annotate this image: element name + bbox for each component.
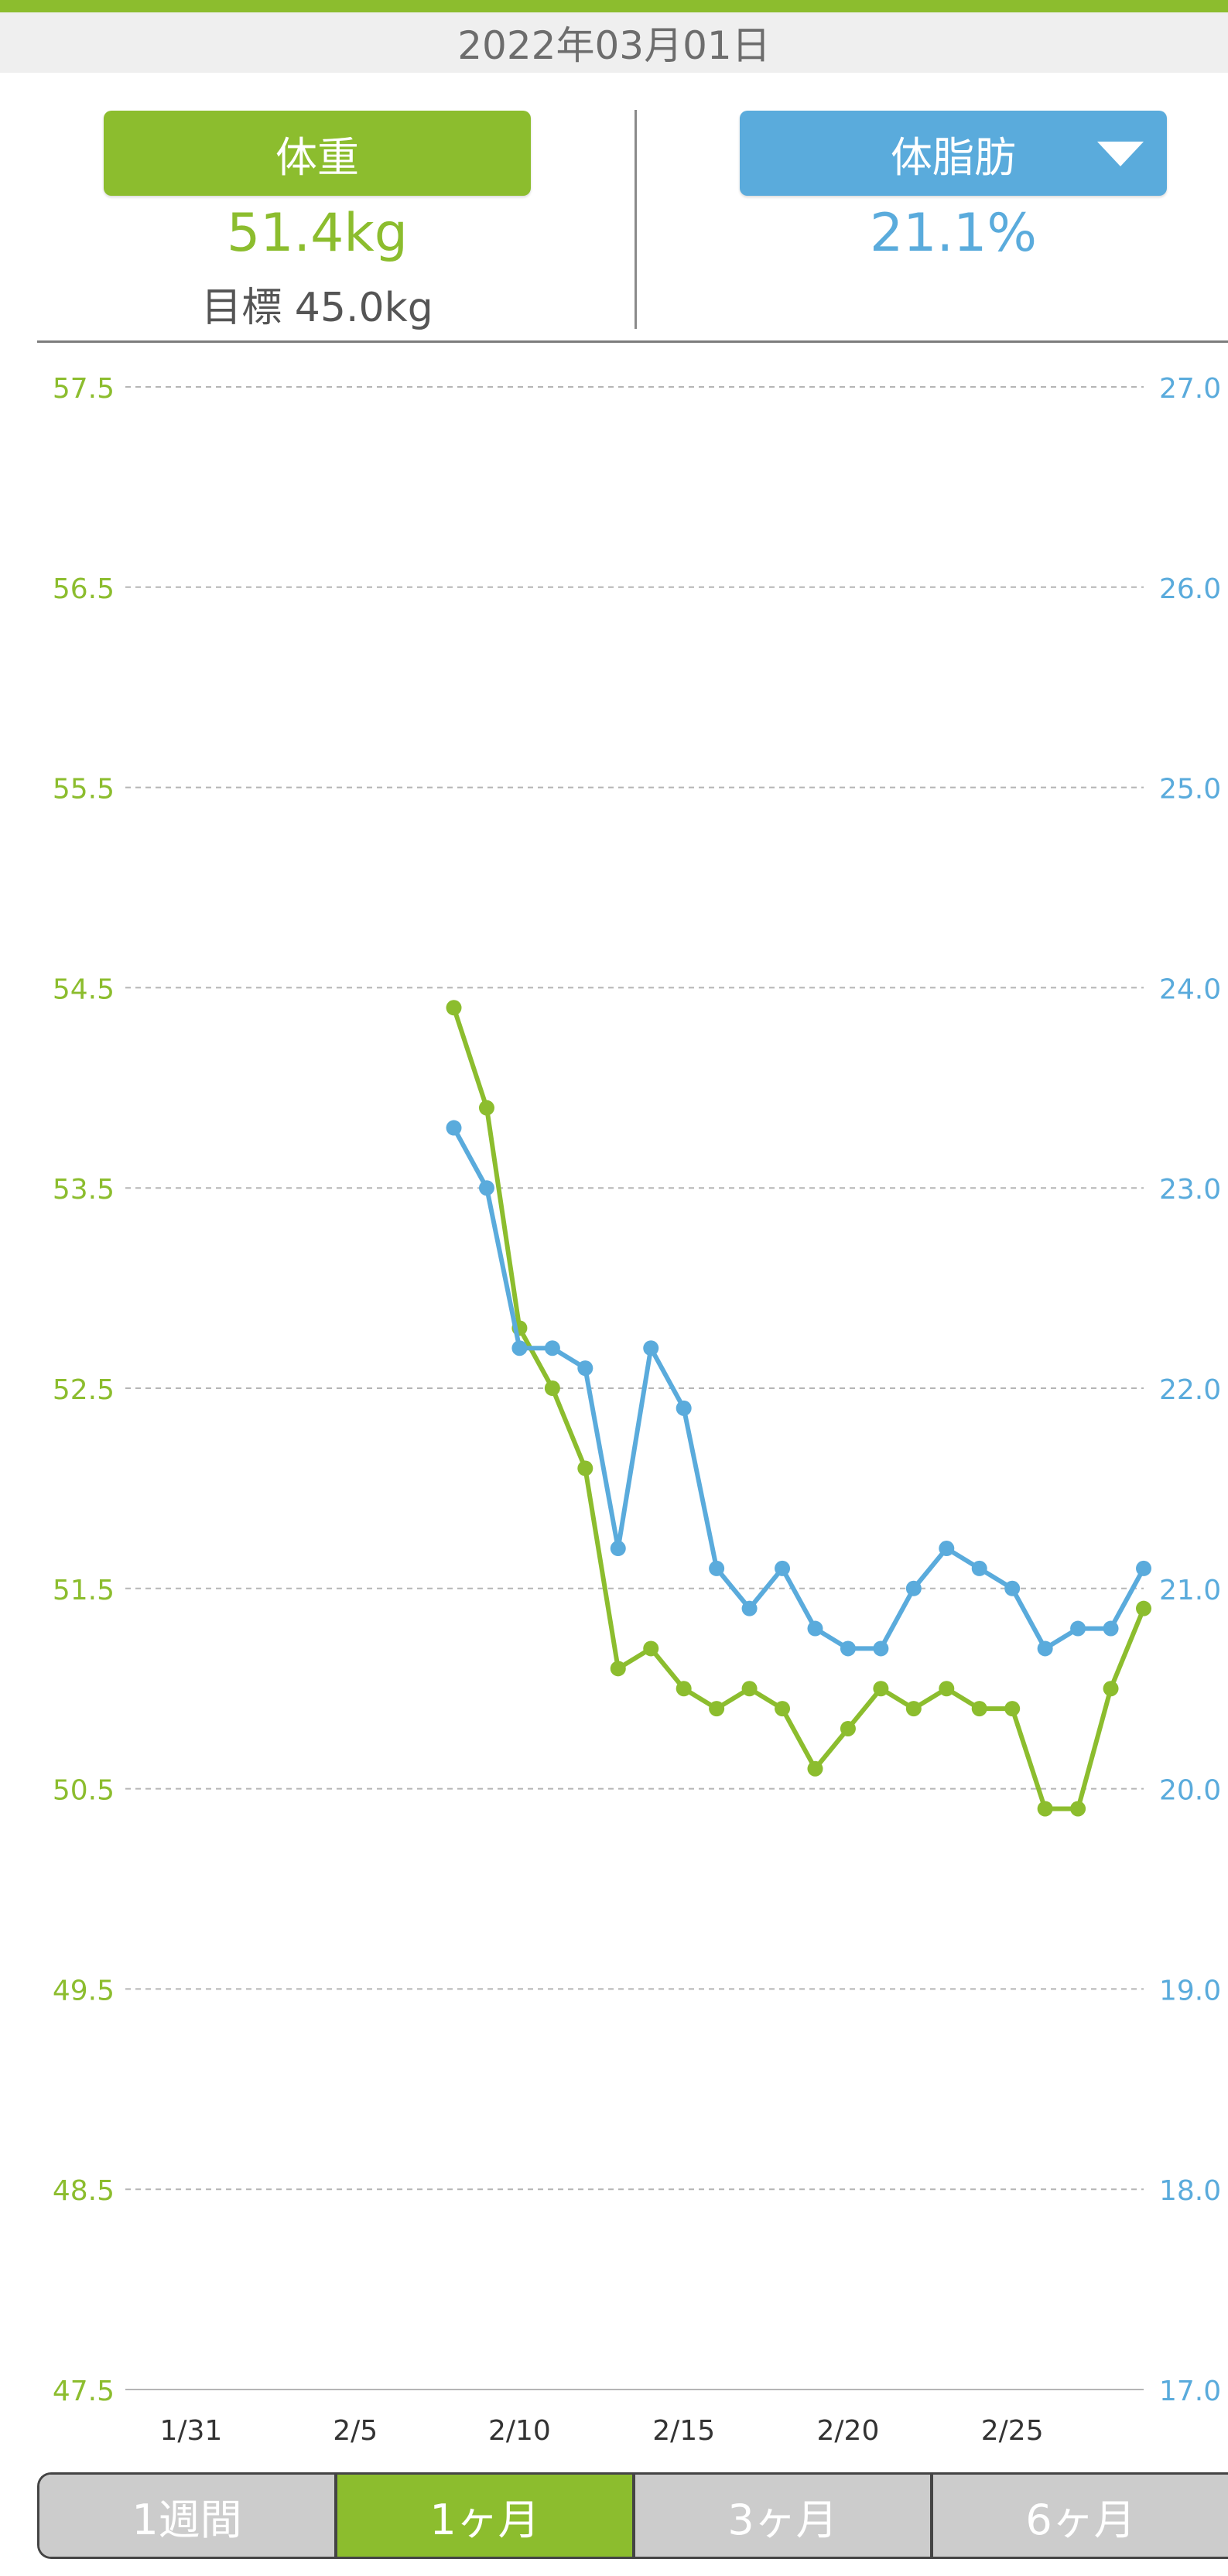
weight-data-point	[1103, 1681, 1119, 1697]
weight-data-point	[1037, 1801, 1053, 1817]
body_fat-data-point	[577, 1360, 593, 1377]
body_fat-data-point	[544, 1340, 560, 1356]
weight-data-point	[939, 1681, 955, 1697]
body_fat-data-point	[478, 1180, 494, 1196]
body_fat-data-point	[873, 1640, 889, 1657]
weight-label: 体重	[275, 132, 359, 182]
body_fat-data-point	[643, 1340, 659, 1356]
weight-data-point	[905, 1701, 922, 1717]
weight-data-point	[840, 1720, 856, 1736]
body_fat-data-point	[741, 1600, 758, 1616]
y-left-tick-label: 50.5	[53, 1775, 115, 1807]
weight-data-point	[741, 1681, 758, 1697]
body_fat-data-point	[676, 1400, 692, 1416]
body_fat-data-point	[1004, 1580, 1021, 1596]
y-right-tick-label: 17.0	[1159, 2376, 1221, 2407]
weight-data-point	[643, 1640, 659, 1657]
x-tick-label: 1/31	[159, 2415, 222, 2447]
body_fat-data-point	[807, 1620, 823, 1637]
weight-data-point	[478, 1100, 494, 1116]
weight-data-point	[676, 1681, 692, 1697]
y-left-tick-label: 51.5	[53, 1575, 115, 1606]
x-tick-label: 2/25	[981, 2415, 1044, 2447]
weight-body-fat-chart: 57.5 27.0 56.5 26.0 55.5 25.0 54.5 24.0 53.5 23.0…	[53, 373, 1221, 2447]
body_fat-data-point	[840, 1640, 856, 1657]
weight-data-point	[446, 1000, 462, 1016]
tab-6-months[interactable]: 6ヶ月	[933, 2475, 1228, 2557]
x-tick-label: 2/5	[333, 2415, 378, 2447]
x-tick-label: 2/10	[488, 2415, 551, 2447]
y-right-tick-label: 26.0	[1159, 573, 1221, 605]
body_fat-data-point	[1103, 1620, 1119, 1637]
weight-data-point	[577, 1460, 593, 1476]
weight-data-point	[610, 1661, 626, 1677]
weight-data-point	[1136, 1600, 1151, 1616]
body_fat-data-point	[610, 1541, 626, 1557]
top-accent-bar	[0, 0, 1228, 12]
body_fat-data-point	[1070, 1620, 1086, 1637]
triangle-down-icon	[1097, 142, 1144, 166]
body-fat-label: 体脂肪	[891, 132, 1016, 182]
y-right-tick-label: 18.0	[1159, 2175, 1221, 2207]
y-right-tick-label: 23.0	[1159, 1174, 1221, 1206]
body_fat-data-point	[1136, 1560, 1151, 1576]
weight-data-point	[971, 1701, 987, 1717]
metric-divider	[635, 110, 637, 329]
body-fat-value: 21.1%	[869, 203, 1038, 264]
y-right-tick-label: 20.0	[1159, 1775, 1221, 1807]
body_fat-data-point	[775, 1560, 791, 1576]
x-tick-label: 2/15	[652, 2415, 715, 2447]
tab-1-month[interactable]: 1ヶ月	[337, 2475, 635, 2557]
chart-top-divider	[37, 340, 1228, 343]
tab-1-week[interactable]: 1週間	[39, 2475, 337, 2557]
weight-data-point	[1070, 1801, 1086, 1817]
y-left-tick-label: 57.5	[53, 373, 115, 405]
weight-data-point	[1004, 1701, 1021, 1717]
y-left-tick-label: 54.5	[53, 973, 115, 1005]
y-right-tick-label: 19.0	[1159, 1975, 1221, 2006]
y-left-tick-label: 55.5	[53, 774, 115, 806]
weight-data-point	[709, 1701, 725, 1717]
y-left-tick-label: 48.5	[53, 2175, 115, 2207]
period-tab-bar: 1週間 1ヶ月 3ヶ月 6ヶ月	[37, 2472, 1228, 2559]
body_fat-series-line	[451, 1127, 1146, 1651]
weight-metric-button[interactable]: 体重	[104, 111, 531, 196]
body_fat-data-point	[511, 1340, 528, 1356]
body_fat-data-point	[971, 1560, 987, 1576]
y-right-tick-label: 24.0	[1159, 973, 1221, 1005]
body_fat-data-point	[709, 1560, 725, 1576]
body_fat-data-point	[1037, 1640, 1053, 1657]
date-header: 2022年03月01日	[0, 12, 1228, 73]
y-left-tick-label: 53.5	[53, 1174, 115, 1206]
y-left-tick-label: 49.5	[53, 1975, 115, 2006]
y-right-tick-label: 25.0	[1159, 774, 1221, 806]
y-left-tick-label: 47.5	[53, 2376, 115, 2407]
body_fat-data-point	[939, 1541, 955, 1557]
weight-data-point	[807, 1760, 823, 1777]
weight-data-point	[873, 1681, 889, 1697]
weight-series-line	[451, 1007, 1146, 1811]
weight-value: 51.4kg	[227, 203, 408, 264]
body-fat-dropdown-button[interactable]: 体脂肪	[740, 111, 1167, 196]
y-right-tick-label: 27.0	[1159, 373, 1221, 405]
weight-data-point	[544, 1380, 560, 1396]
weight-data-point	[775, 1701, 791, 1717]
x-tick-label: 2/20	[817, 2415, 880, 2447]
weight-goal: 目標 45.0kg	[201, 285, 433, 331]
y-left-tick-label: 52.5	[53, 1374, 115, 1406]
y-left-tick-label: 56.5	[53, 573, 115, 605]
body_fat-data-point	[905, 1580, 922, 1596]
tab-3-months[interactable]: 3ヶ月	[635, 2475, 933, 2557]
body_fat-data-point	[446, 1120, 462, 1136]
y-right-tick-label: 21.0	[1159, 1575, 1221, 1606]
y-right-tick-label: 22.0	[1159, 1374, 1221, 1406]
